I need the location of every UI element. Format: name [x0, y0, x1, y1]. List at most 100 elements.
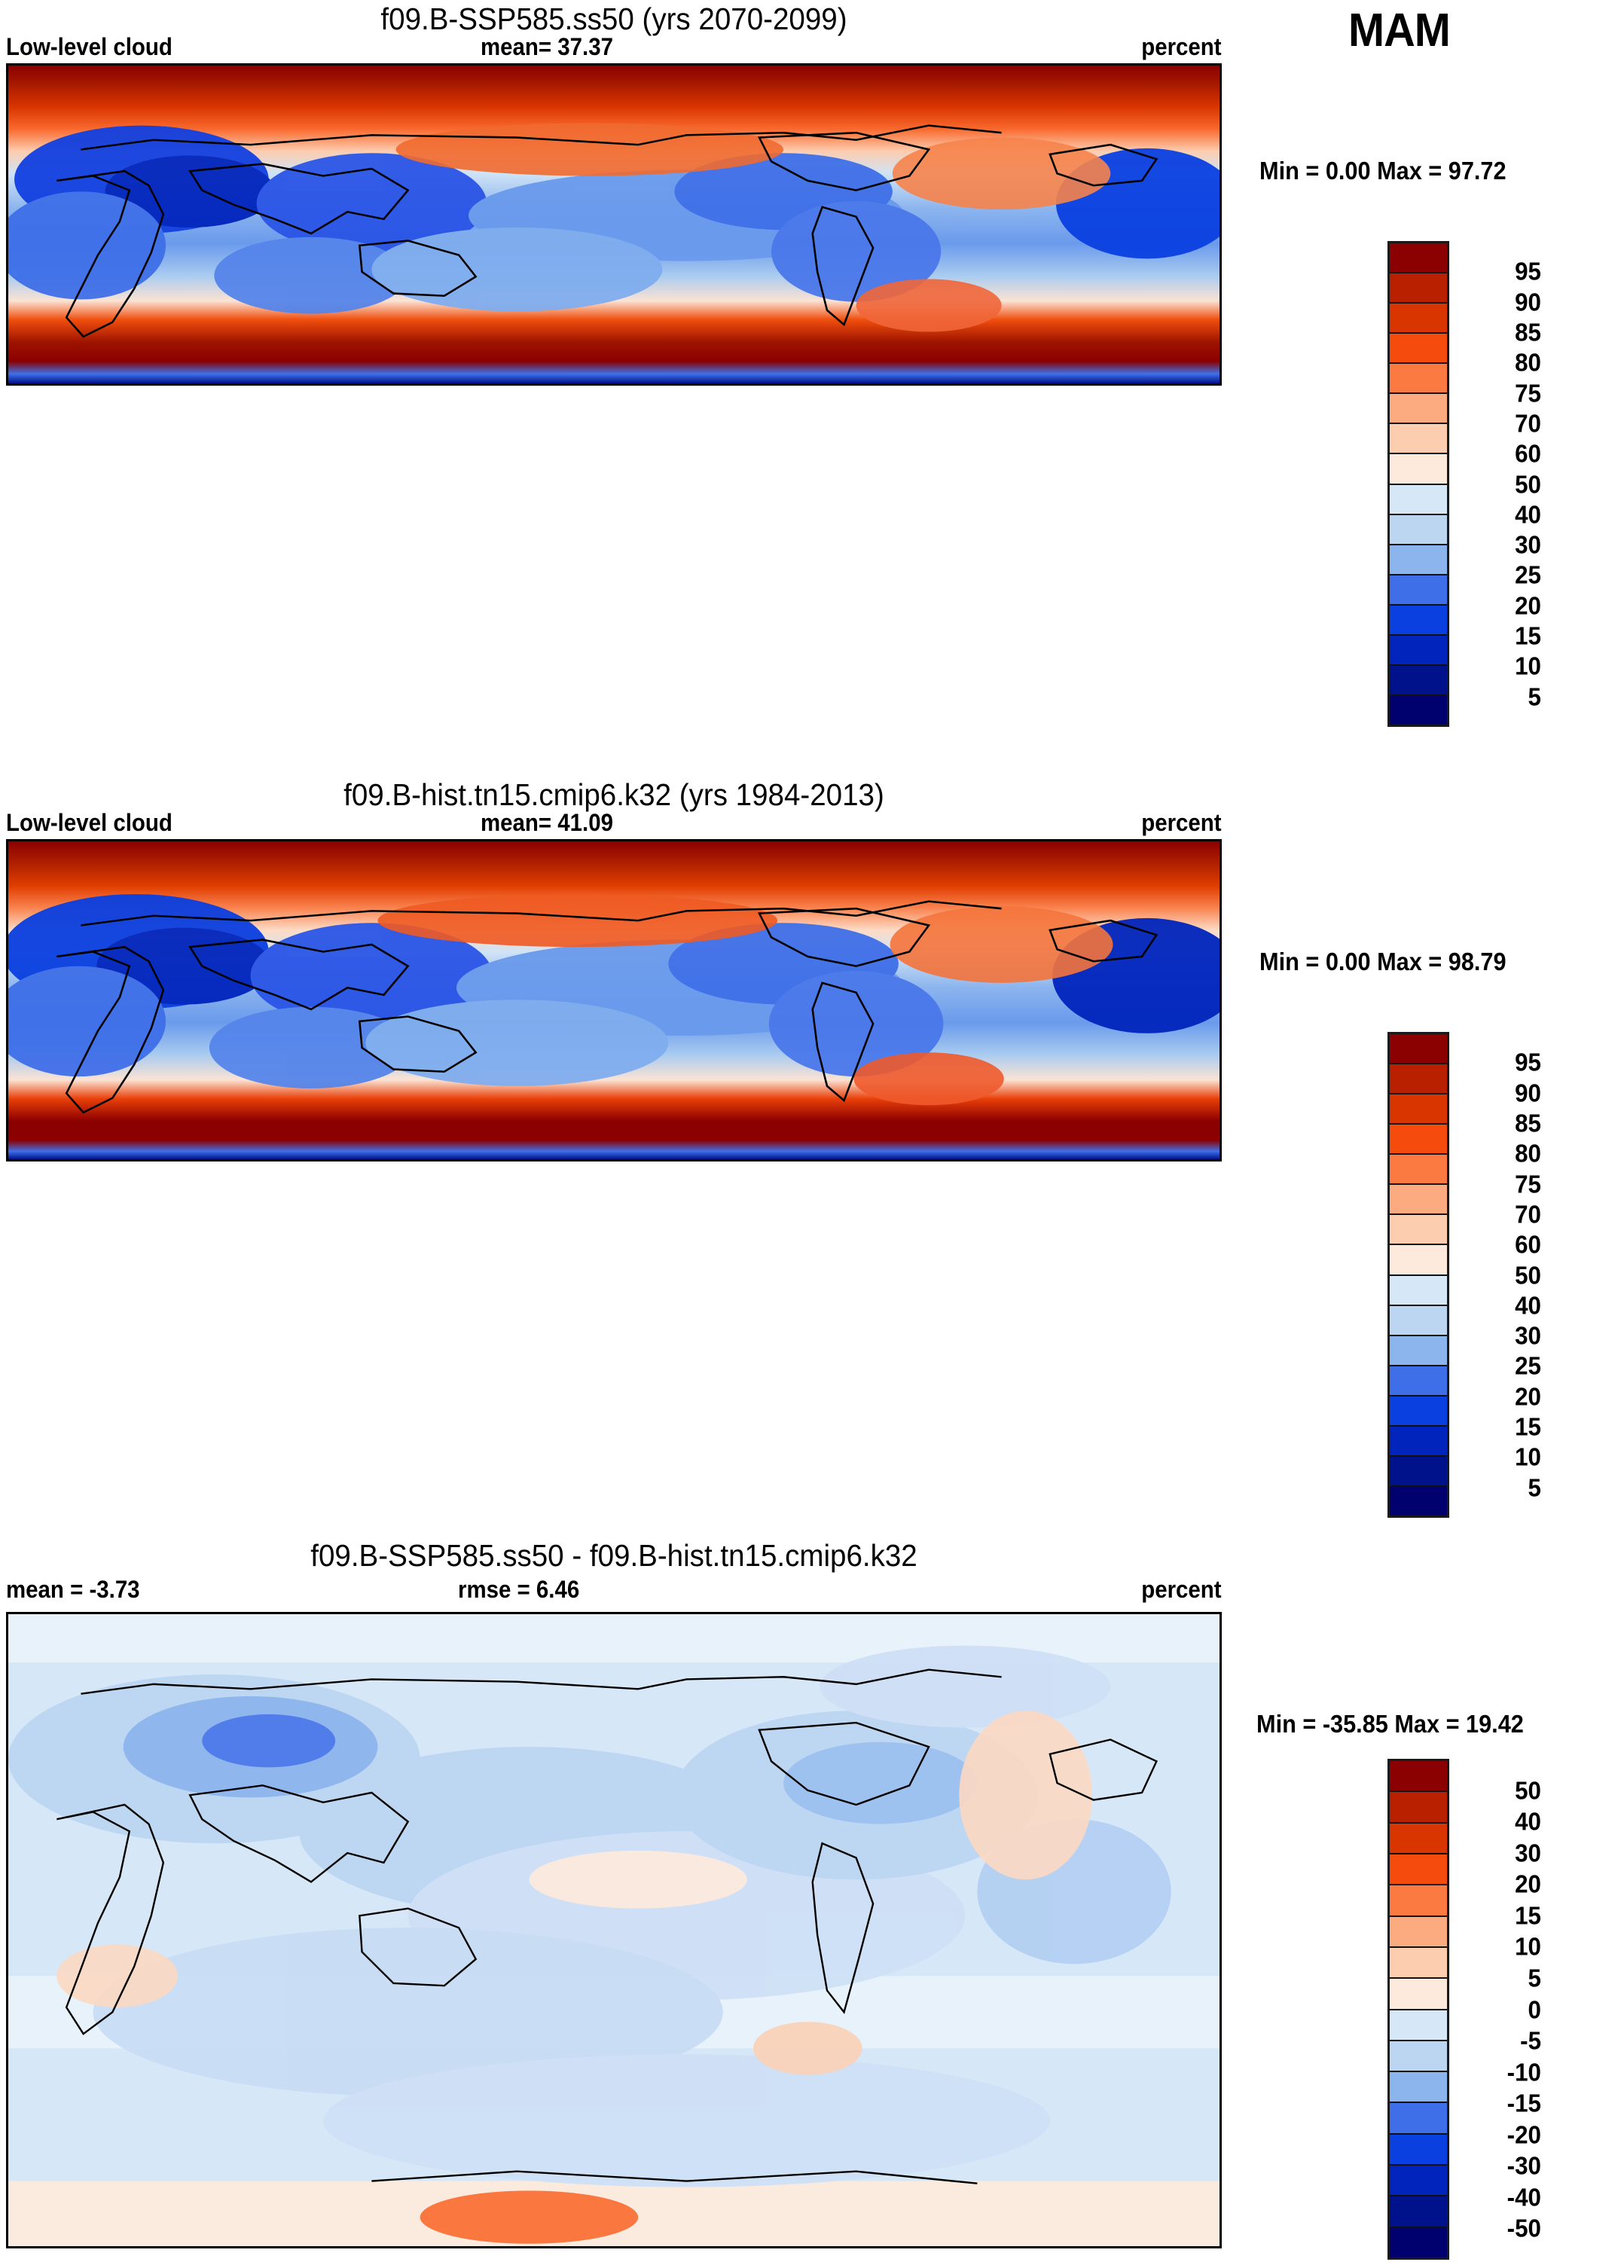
- colorbar-tick-label: 10: [1515, 1442, 1541, 1471]
- colorbar-cell: [1390, 605, 1447, 636]
- colorbar-cell: [1390, 1064, 1447, 1095]
- colorbar-tick-label: 20: [1515, 591, 1541, 620]
- colorbar-labels: 95 90 85 80 75 70 60 50 40 30 25 20 15 10 5: [1460, 241, 1543, 727]
- colorbar-cell: [1390, 635, 1447, 666]
- colorbar-tick-label: 30: [1515, 1321, 1541, 1350]
- colorbar-tick-label: 90: [1515, 288, 1541, 316]
- colorbar-tick-label: 25: [1515, 1351, 1541, 1380]
- colorbar-cell: [1390, 1486, 1447, 1516]
- colorbar-tick-label: -30: [1506, 2151, 1541, 2180]
- colorbar-tick-label: -5: [1520, 2026, 1541, 2055]
- map-ssp585-future[interactable]: [6, 63, 1222, 386]
- colorbar-tick-label: 60: [1515, 1230, 1541, 1259]
- panel-subrow: mean = -3.73 rmse = 6.46 percent: [6, 1576, 1222, 1603]
- colorbar-tick-label: 90: [1515, 1079, 1541, 1107]
- colorbar-tick-label: 85: [1515, 318, 1541, 346]
- colorbar-cell: [1390, 1155, 1447, 1186]
- colorbar-tick-label: 10: [1515, 1932, 1541, 1961]
- colorbar-strip: [1387, 1759, 1449, 2260]
- variable-label: Low-level cloud: [6, 33, 172, 60]
- colorbar-cell: [1390, 1245, 1447, 1276]
- colorbar-cell: [1390, 1916, 1447, 1948]
- colorbar-cell: [1390, 334, 1447, 365]
- colorbar-tick-label: 10: [1515, 652, 1541, 680]
- colorbar-cell: [1390, 1854, 1447, 1886]
- colorbar-cell: [1390, 2196, 1447, 2228]
- mean-label: mean = -3.73: [6, 1576, 140, 1603]
- colorbar-tick-label: -15: [1506, 2089, 1541, 2117]
- colorbar-cell: [1390, 1305, 1447, 1336]
- colorbar-tick-label: 5: [1528, 1473, 1541, 1502]
- colorbar-cell: [1390, 575, 1447, 606]
- colorbar-tick-label: 70: [1515, 1200, 1541, 1229]
- colorbar-cell: [1390, 1792, 1447, 1824]
- panel-subrow: Low-level cloud mean= 37.37 percent: [6, 33, 1222, 60]
- rmse-label: rmse = 6.46: [458, 1576, 580, 1603]
- minmax-label: Min = 0.00 Max = 97.72: [1259, 157, 1506, 185]
- colorbar-cell: [1390, 1761, 1447, 1793]
- colorbar-cell: [1390, 1125, 1447, 1155]
- colorbar-cell: [1390, 2134, 1447, 2166]
- colorbar-tick-label: 70: [1515, 409, 1541, 438]
- colorbar-strip: [1387, 1032, 1449, 1518]
- colorbar-cell: [1390, 1885, 1447, 1917]
- colorbar-cell: [1390, 1979, 1447, 2010]
- colorbar-cell: [1390, 1335, 1447, 1366]
- colorbar-cell: [1390, 243, 1447, 274]
- map-canvas: [8, 1614, 1220, 2246]
- colorbar-tick-label: 50: [1515, 470, 1541, 498]
- colorbar-tick-label: 15: [1515, 621, 1541, 650]
- colorbar-cell: [1390, 1947, 1447, 1980]
- colorbar-tick-label: 30: [1515, 530, 1541, 559]
- colorbar-tick-label: 50: [1515, 1261, 1541, 1289]
- colorbar-tick-label: -50: [1506, 2214, 1541, 2242]
- colorbar-cell: [1390, 2103, 1447, 2135]
- colorbar-tick-label: 20: [1515, 1382, 1541, 1411]
- mean-label: mean= 41.09: [481, 809, 613, 836]
- map-difference[interactable]: [6, 1612, 1222, 2248]
- colorbar-cell: [1390, 1185, 1447, 1216]
- colorbar-tick-label: 15: [1515, 1901, 1541, 1930]
- colorbar[interactable]: 95 90 85 80 75 70 60 50 40 30 25 20 15 10 5: [1387, 241, 1549, 727]
- colorbar-cell: [1390, 424, 1447, 455]
- colorbar-tick-label: 50: [1515, 1776, 1541, 1805]
- colorbar-strip: [1387, 241, 1449, 727]
- colorbar-tick-label: 40: [1515, 1807, 1541, 1836]
- mean-label: mean= 37.37: [481, 33, 613, 60]
- colorbar-labels: 50 40 30 20 15 10 5 0 -5 -10 -15 -20 -30 -40 -50: [1460, 1759, 1543, 2260]
- colorbar-cell: [1390, 1366, 1447, 1397]
- colorbar-tick-label: 15: [1515, 1412, 1541, 1441]
- colorbar-cell: [1390, 304, 1447, 334]
- variable-label: Low-level cloud: [6, 809, 172, 836]
- units-label: percent: [1141, 1576, 1222, 1603]
- colorbar-cell: [1390, 1456, 1447, 1487]
- colorbar-cell: [1390, 454, 1447, 485]
- colorbar-tick-label: 5: [1528, 1964, 1541, 1992]
- colorbar-cell: [1390, 1034, 1447, 1065]
- panel-title: f09.B-SSP585.ss50 - f09.B-hist.tn15.cmip…: [310, 1538, 917, 1573]
- minmax-label: Min = 0.00 Max = 98.79: [1259, 948, 1506, 975]
- colorbar[interactable]: 50 40 30 20 15 10 5 0 -5 -10 -15 -20 -30 -40 -50: [1387, 1759, 1549, 2260]
- colorbar-cell: [1390, 695, 1447, 725]
- units-label: percent: [1141, 33, 1222, 60]
- colorbar-cell: [1390, 665, 1447, 696]
- colorbar-tick-label: 40: [1515, 500, 1541, 529]
- colorbar-tick-label: 95: [1515, 1048, 1541, 1076]
- colorbar-cell: [1390, 1215, 1447, 1246]
- colorbar-tick-label: 25: [1515, 560, 1541, 589]
- colorbar-cell: [1390, 484, 1447, 515]
- colorbar-tick-label: 75: [1515, 1170, 1541, 1198]
- colorbar-labels: 95 90 85 80 75 70 60 50 40 30 25 20 15 10 5: [1460, 1032, 1543, 1518]
- colorbar-tick-label: 0: [1528, 1995, 1541, 2023]
- colorbar-cell: [1390, 1823, 1447, 1854]
- colorbar-tick-label: 80: [1515, 1139, 1541, 1168]
- colorbar-cell: [1390, 2010, 1447, 2041]
- colorbar[interactable]: 95 90 85 80 75 70 60 50 40 30 25 20 15 10 5: [1387, 1032, 1549, 1518]
- map-hist-cmip6[interactable]: [6, 839, 1222, 1161]
- colorbar-cell: [1390, 2227, 1447, 2257]
- map-canvas: [8, 841, 1220, 1159]
- colorbar-cell: [1390, 514, 1447, 545]
- map-canvas: [8, 66, 1220, 383]
- colorbar-tick-label: 5: [1528, 682, 1541, 711]
